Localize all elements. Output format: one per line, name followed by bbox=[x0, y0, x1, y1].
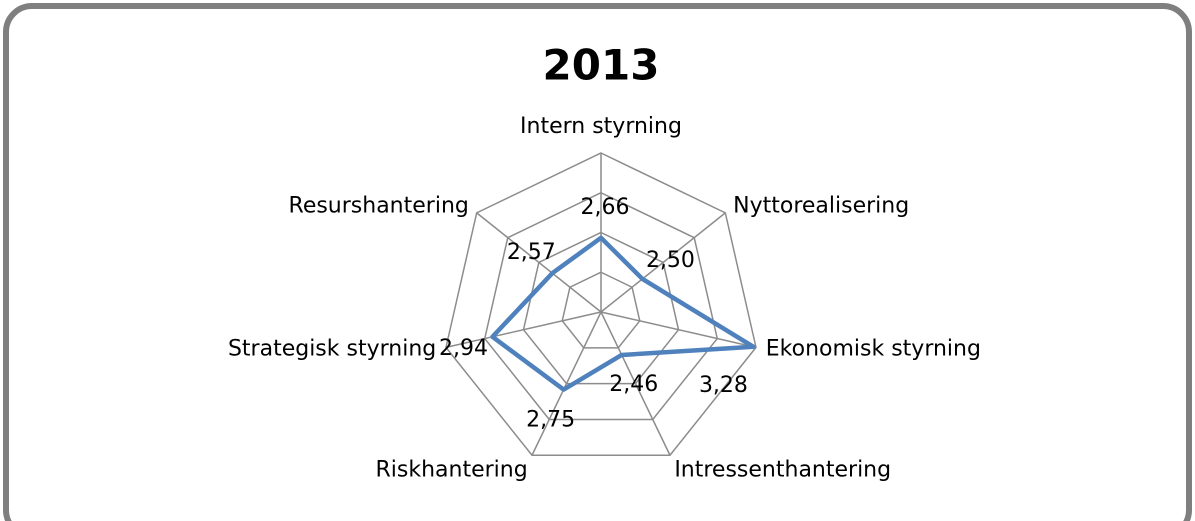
category-label: Resurshantering bbox=[289, 194, 469, 219]
category-label: Nyttorealisering bbox=[733, 194, 909, 219]
data-label: 2,50 bbox=[646, 248, 695, 273]
data-label: 2,66 bbox=[581, 195, 630, 220]
grid-ring bbox=[561, 271, 641, 349]
data-label: 2,46 bbox=[609, 372, 658, 397]
axis-spoke bbox=[476, 212, 602, 313]
category-label: Strategisk styrning bbox=[228, 337, 436, 362]
data-label: 2,75 bbox=[526, 408, 575, 433]
category-label: Intern styrning bbox=[520, 114, 682, 139]
category-label: Riskhantering bbox=[375, 457, 527, 482]
axis-spoke bbox=[600, 212, 726, 313]
axis-spoke bbox=[531, 311, 602, 456]
data-label: 2,57 bbox=[507, 240, 556, 265]
chart-title: 2013 bbox=[543, 41, 660, 90]
data-label: 2,94 bbox=[439, 336, 488, 361]
axis-spoke bbox=[600, 311, 671, 456]
category-label: Intressenthantering bbox=[674, 457, 891, 482]
chart-frame bbox=[3, 3, 1192, 521]
category-label: Ekonomisk styrning bbox=[766, 337, 981, 362]
axis-spoke bbox=[445, 311, 602, 349]
grid-ring bbox=[522, 231, 680, 385]
grid-ring bbox=[445, 152, 757, 457]
grid-ring bbox=[483, 191, 719, 421]
axis-spoke bbox=[600, 311, 757, 349]
data-label: 3,28 bbox=[699, 373, 748, 398]
series-line bbox=[490, 235, 756, 392]
